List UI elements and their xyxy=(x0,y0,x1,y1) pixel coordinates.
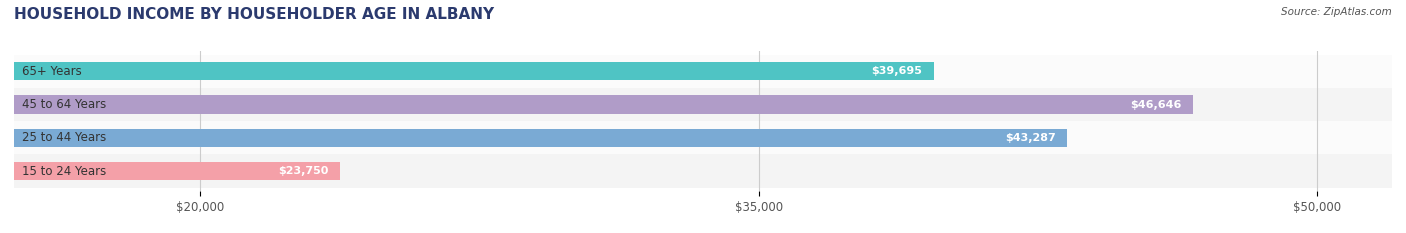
Bar xyxy=(14,129,1067,147)
Bar xyxy=(14,95,1192,114)
Text: $23,750: $23,750 xyxy=(278,166,329,176)
Bar xyxy=(14,88,1392,121)
Bar xyxy=(14,62,934,80)
Bar xyxy=(14,162,340,180)
Text: $43,287: $43,287 xyxy=(1005,133,1056,143)
Text: 25 to 44 Years: 25 to 44 Years xyxy=(21,131,105,144)
Text: 15 to 24 Years: 15 to 24 Years xyxy=(21,164,105,178)
Text: HOUSEHOLD INCOME BY HOUSEHOLDER AGE IN ALBANY: HOUSEHOLD INCOME BY HOUSEHOLDER AGE IN A… xyxy=(14,7,494,22)
Text: Source: ZipAtlas.com: Source: ZipAtlas.com xyxy=(1281,7,1392,17)
Bar xyxy=(14,121,1392,154)
Text: 45 to 64 Years: 45 to 64 Years xyxy=(21,98,105,111)
Text: $39,695: $39,695 xyxy=(872,66,922,76)
Text: $46,646: $46,646 xyxy=(1130,99,1181,110)
Bar xyxy=(14,154,1392,188)
Text: 65+ Years: 65+ Years xyxy=(21,65,82,78)
Bar xyxy=(14,55,1392,88)
